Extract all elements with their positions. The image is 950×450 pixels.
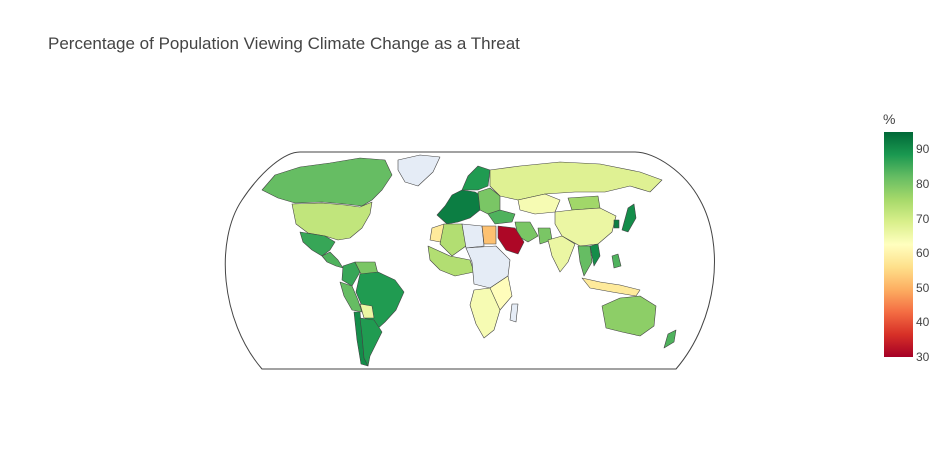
colorbar-tick-label: 30	[916, 350, 930, 364]
country-mexico[interactable]	[299, 231, 336, 257]
country-libya[interactable]	[461, 223, 485, 249]
country-australia[interactable]	[601, 295, 657, 337]
country-new-zealand[interactable]	[663, 329, 677, 349]
country-china[interactable]	[554, 207, 617, 247]
country-madagascar[interactable]	[509, 303, 519, 323]
colorbar-tick-label: 40	[916, 315, 930, 330]
colorbar-tick-label: 50	[916, 280, 930, 295]
country-indonesia[interactable]	[581, 277, 641, 297]
country-west-africa[interactable]	[427, 245, 475, 277]
country-colombia[interactable]	[341, 261, 361, 287]
country-philippines[interactable]	[611, 253, 622, 269]
country-algeria[interactable]	[439, 223, 467, 257]
country-saudi-arabia[interactable]	[497, 225, 525, 255]
country-turkey[interactable]	[487, 209, 516, 225]
country-mongolia[interactable]	[567, 195, 601, 211]
colorbar-gradient	[884, 132, 913, 357]
country-southern-africa[interactable]	[469, 287, 501, 339]
country-vietnam[interactable]	[589, 243, 601, 267]
country-south-korea[interactable]	[613, 219, 620, 229]
colorbar-tick-label: 70	[916, 211, 930, 226]
country-india[interactable]	[547, 235, 576, 273]
country-japan[interactable]	[621, 203, 637, 233]
country-southeast-asia[interactable]	[577, 245, 593, 277]
country-canada[interactable]	[261, 157, 393, 207]
colorbar-tick-label: 80	[916, 176, 930, 191]
country-egypt[interactable]	[481, 225, 497, 245]
colorbar-title: %	[883, 111, 896, 127]
country-bolivia[interactable]	[359, 303, 375, 319]
country-argentina[interactable]	[359, 317, 383, 367]
chart-title: Percentage of Population Viewing Climate…	[48, 34, 520, 53]
country-russia[interactable]	[489, 161, 663, 201]
colorbar-tick-label: 60	[916, 246, 930, 261]
country-greenland[interactable]	[397, 154, 441, 187]
colorbar-tick-label: 90	[916, 142, 930, 157]
